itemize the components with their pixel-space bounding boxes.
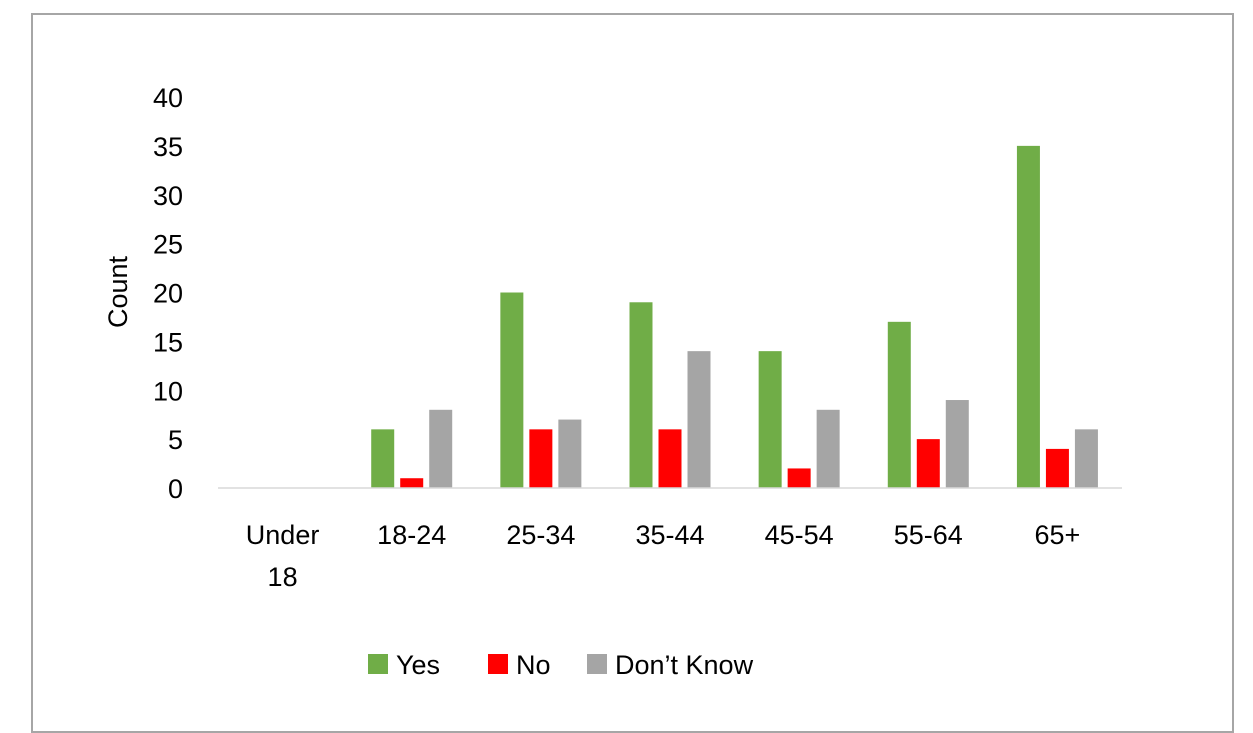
x-tick-label: 18-24: [377, 520, 446, 550]
x-axis-labels: Under 18 18-24 25-34 35-44 45-54 55-64 65+: [246, 520, 1081, 592]
y-tick-label: 40: [153, 83, 183, 113]
bar-yes-2: [500, 292, 524, 488]
bar-no-4: [787, 468, 811, 488]
y-axis-title: Count: [103, 255, 133, 328]
bar-no-1: [400, 478, 424, 488]
bar-don-t-know-4: [816, 409, 840, 488]
bar-no-3: [658, 429, 682, 488]
x-tick-label: 25-34: [506, 520, 575, 550]
legend-label: No: [516, 650, 551, 680]
x-tick-label: 65+: [1035, 520, 1081, 550]
bar-don-t-know-5: [945, 400, 969, 488]
bar-don-t-know-6: [1074, 429, 1098, 488]
legend-label: Don’t Know: [615, 650, 754, 680]
legend: Yes No Don’t Know: [368, 650, 754, 680]
legend-label: Yes: [396, 650, 440, 680]
legend-swatch-don-t-know: [587, 654, 607, 674]
bar-yes-1: [371, 429, 395, 488]
y-tick-label: 5: [168, 425, 183, 455]
y-tick-label: 25: [153, 230, 183, 260]
y-tick-label: 15: [153, 327, 183, 357]
bars: [371, 145, 1098, 488]
bar-no-5: [916, 439, 940, 488]
legend-swatch-yes: [368, 654, 388, 674]
y-tick-label: 20: [153, 279, 183, 309]
y-axis-ticks: 0 5 10 15 20 25 30 35 40: [153, 83, 183, 504]
bar-don-t-know-3: [687, 351, 711, 488]
y-tick-label: 35: [153, 132, 183, 162]
bar-don-t-know-1: [429, 409, 453, 488]
bar-no-6: [1045, 448, 1069, 488]
y-tick-label: 10: [153, 376, 183, 406]
x-tick-label: 55-64: [894, 520, 963, 550]
y-tick-label: 30: [153, 181, 183, 211]
bar-no-2: [529, 429, 553, 488]
bar-don-t-know-2: [558, 419, 582, 488]
y-tick-label: 0: [168, 474, 183, 504]
x-tick-label: 35-44: [635, 520, 704, 550]
bar-yes-3: [629, 302, 653, 488]
legend-swatch-no: [488, 654, 508, 674]
bar-yes-6: [1016, 145, 1040, 488]
bar-chart: 0 5 10 15 20 25 30 35 40 Count Under 18 18-24 25-34…: [103, 83, 1122, 680]
x-tick-label: 45-54: [765, 520, 834, 550]
bar-yes-5: [887, 321, 911, 488]
x-tick-label: Under 18: [246, 520, 320, 592]
bar-yes-4: [758, 351, 782, 488]
